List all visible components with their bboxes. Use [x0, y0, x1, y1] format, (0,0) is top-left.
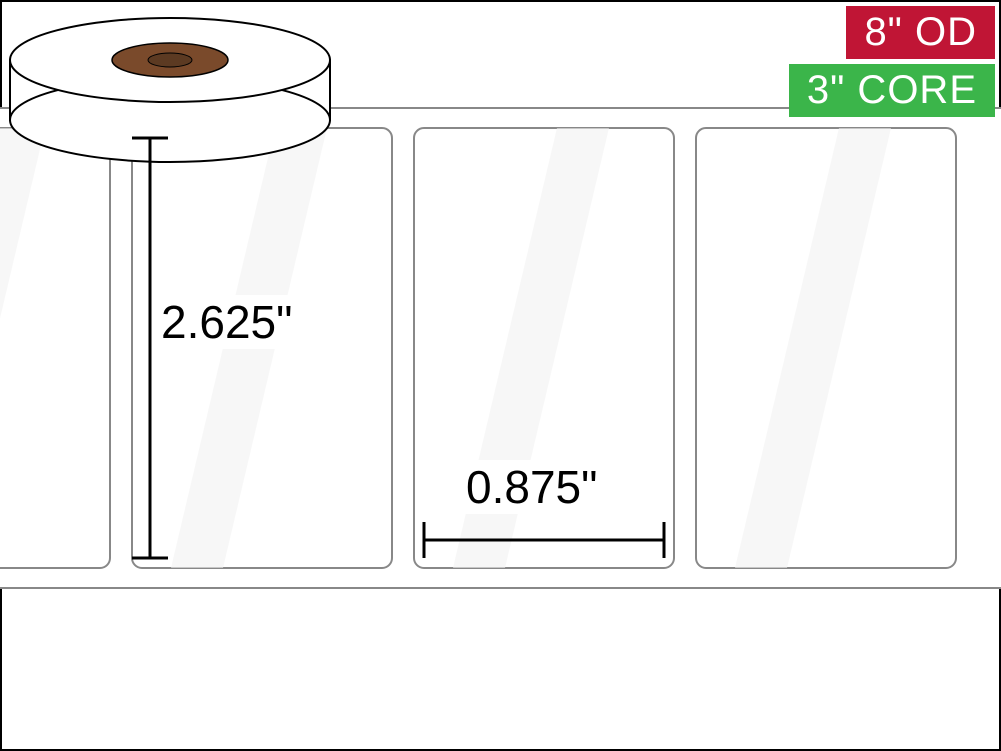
label-roll	[10, 18, 330, 162]
height-dimension-value: 2.625"	[155, 295, 298, 349]
outer-diameter-badge: 8" OD	[846, 6, 995, 59]
core-diameter-badge: 3" CORE	[789, 64, 995, 117]
width-dimension-value: 0.875"	[460, 460, 603, 514]
